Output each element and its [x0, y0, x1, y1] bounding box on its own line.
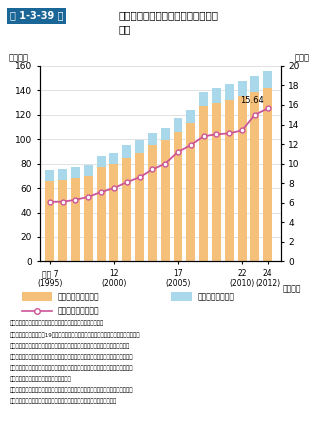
Bar [110, 153, 118, 164]
Text: に対し，就学援助が行われている。: に対し，就学援助が行われている。 [10, 376, 72, 382]
Bar [212, 102, 221, 261]
Text: 童又は学齢生徒の保護者に対しては，市町村は，必要な援助を与えなければ: 童又は学齢生徒の保護者に対しては，市町村は，必要な援助を与えなければ [10, 343, 130, 348]
Text: れに準ずる程度に困竮していると市町村教育委員会が認めた者（準要保護者）: れに準ずる程度に困竮していると市町村教育委員会が認めた者（準要保護者） [10, 365, 133, 371]
Text: 第 1-3-39 図: 第 1-3-39 図 [10, 11, 63, 21]
Bar [84, 176, 93, 261]
Bar [122, 145, 131, 158]
Text: （出典）文部科学省「要保護及び準要保護児童生徒数について」: （出典）文部科学省「要保護及び準要保護児童生徒数について」 [10, 321, 104, 326]
Bar [161, 140, 170, 261]
Bar [71, 167, 80, 178]
Text: （注）１．学校教育法第19条では，「経済的理由によって就学困難と認められる学齢児: （注）１．学校教育法第19条では，「経済的理由によって就学困難と認められる学齢児 [10, 332, 140, 337]
Bar [174, 119, 182, 132]
Bar [238, 81, 247, 96]
Text: 要保護児童生徒数: 要保護児童生徒数 [198, 292, 235, 301]
Bar [199, 106, 208, 261]
Text: 就学援助率（右軸）: 就学援助率（右軸） [58, 306, 100, 316]
Bar [263, 71, 272, 88]
Bar [263, 88, 272, 261]
Text: 受給者（要保護児童生徒数と準要保護児童生徒数の合計）の割合。: 受給者（要保護児童生徒数と準要保護児童生徒数の合計）の割合。 [10, 398, 117, 404]
Bar [225, 84, 234, 100]
Text: 15.64: 15.64 [240, 96, 264, 105]
Text: （％）: （％） [294, 53, 310, 62]
Bar [186, 123, 195, 261]
Bar [45, 181, 54, 261]
Bar [174, 132, 182, 261]
Text: （万人）: （万人） [8, 53, 28, 62]
Text: ２．ここでいう就学援助率とは，公立小中学校児童生徒の総数に占める就学援助: ２．ここでいう就学援助率とは，公立小中学校児童生徒の総数に占める就学援助 [10, 387, 133, 393]
Text: 準要保護児童生徒数: 準要保護児童生徒数 [58, 292, 100, 301]
Bar [148, 133, 157, 145]
Bar [148, 145, 157, 261]
Text: 小学生・中学生に対する就学援助の
状況: 小学生・中学生に対する就学援助の 状況 [119, 11, 219, 34]
Bar [250, 76, 259, 91]
Bar [71, 178, 80, 261]
Bar [58, 169, 67, 179]
Text: （年度）: （年度） [283, 285, 301, 294]
FancyBboxPatch shape [22, 292, 52, 301]
Bar [58, 179, 67, 261]
Bar [110, 164, 118, 261]
Text: ならない。」とされており，生活保護法第６条第２項に規定する要保護者とそ: ならない。」とされており，生活保護法第６条第２項に規定する要保護者とそ [10, 354, 133, 360]
Bar [135, 140, 144, 153]
Bar [186, 110, 195, 123]
Bar [84, 165, 93, 176]
FancyBboxPatch shape [171, 292, 192, 301]
Bar [97, 156, 106, 167]
Bar [199, 91, 208, 106]
Bar [225, 100, 234, 261]
Bar [97, 167, 106, 261]
Bar [45, 170, 54, 181]
Bar [161, 128, 170, 140]
Bar [250, 91, 259, 261]
Bar [122, 158, 131, 261]
Bar [238, 96, 247, 261]
Bar [135, 153, 144, 261]
Bar [212, 88, 221, 102]
